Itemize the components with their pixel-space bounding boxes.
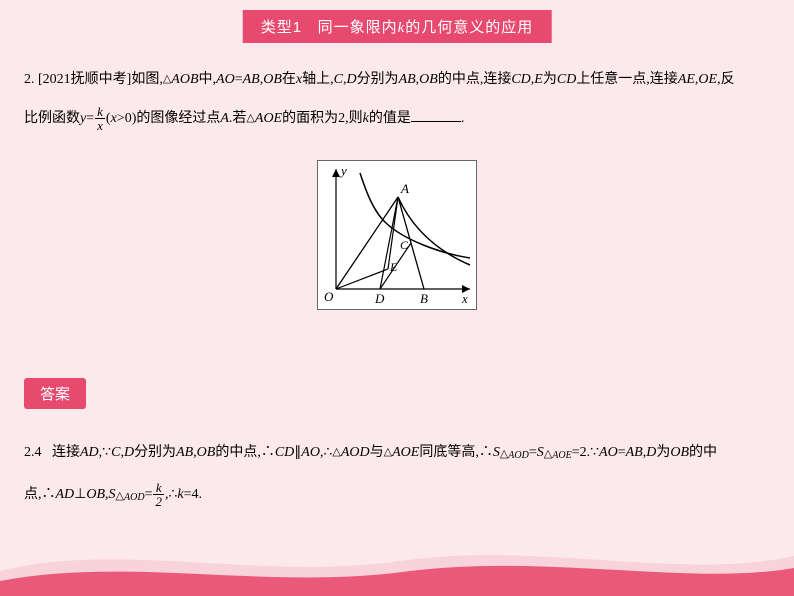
figure-svg: O D B x y A C E bbox=[318, 161, 478, 311]
answer-text: 2.4 连接AD,∵C,D分别为AB,OB的中点,∴CD∥AO,∴△AOD与△A… bbox=[24, 432, 770, 516]
header-k: k bbox=[398, 20, 406, 36]
svg-text:x: x bbox=[461, 291, 468, 306]
fraction-k-over-x: kx bbox=[95, 105, 105, 132]
svg-text:A: A bbox=[400, 181, 409, 196]
svg-text:E: E bbox=[389, 260, 398, 274]
header-after: 的几何意义的应用 bbox=[405, 19, 533, 36]
bottom-wave-decoration bbox=[0, 526, 794, 596]
fraction-k-over-2: k2 bbox=[153, 481, 164, 508]
svg-text:B: B bbox=[420, 291, 428, 306]
header-before: 同一象限内 bbox=[318, 19, 398, 36]
answer-badge: 答案 bbox=[24, 378, 86, 409]
answer-blank bbox=[411, 108, 461, 122]
geometry-figure: O D B x y A C E bbox=[317, 160, 477, 310]
problem-source: [2021抚顺中考] bbox=[38, 72, 131, 87]
svg-text:D: D bbox=[374, 291, 385, 306]
header-prefix: 类型1 bbox=[261, 19, 302, 36]
svg-text:y: y bbox=[339, 163, 347, 178]
svg-text:O: O bbox=[324, 289, 334, 304]
answer-number: 2.4 bbox=[24, 445, 42, 460]
section-type-badge: 类型1 同一象限内k的几何意义的应用 bbox=[243, 10, 552, 43]
svg-text:C: C bbox=[400, 238, 409, 252]
problem-text: 2. [2021抚顺中考]如图,△AOB中,AO=AB,OB在x轴上,C,D分别… bbox=[24, 60, 770, 138]
problem-number: 2. bbox=[24, 72, 35, 87]
